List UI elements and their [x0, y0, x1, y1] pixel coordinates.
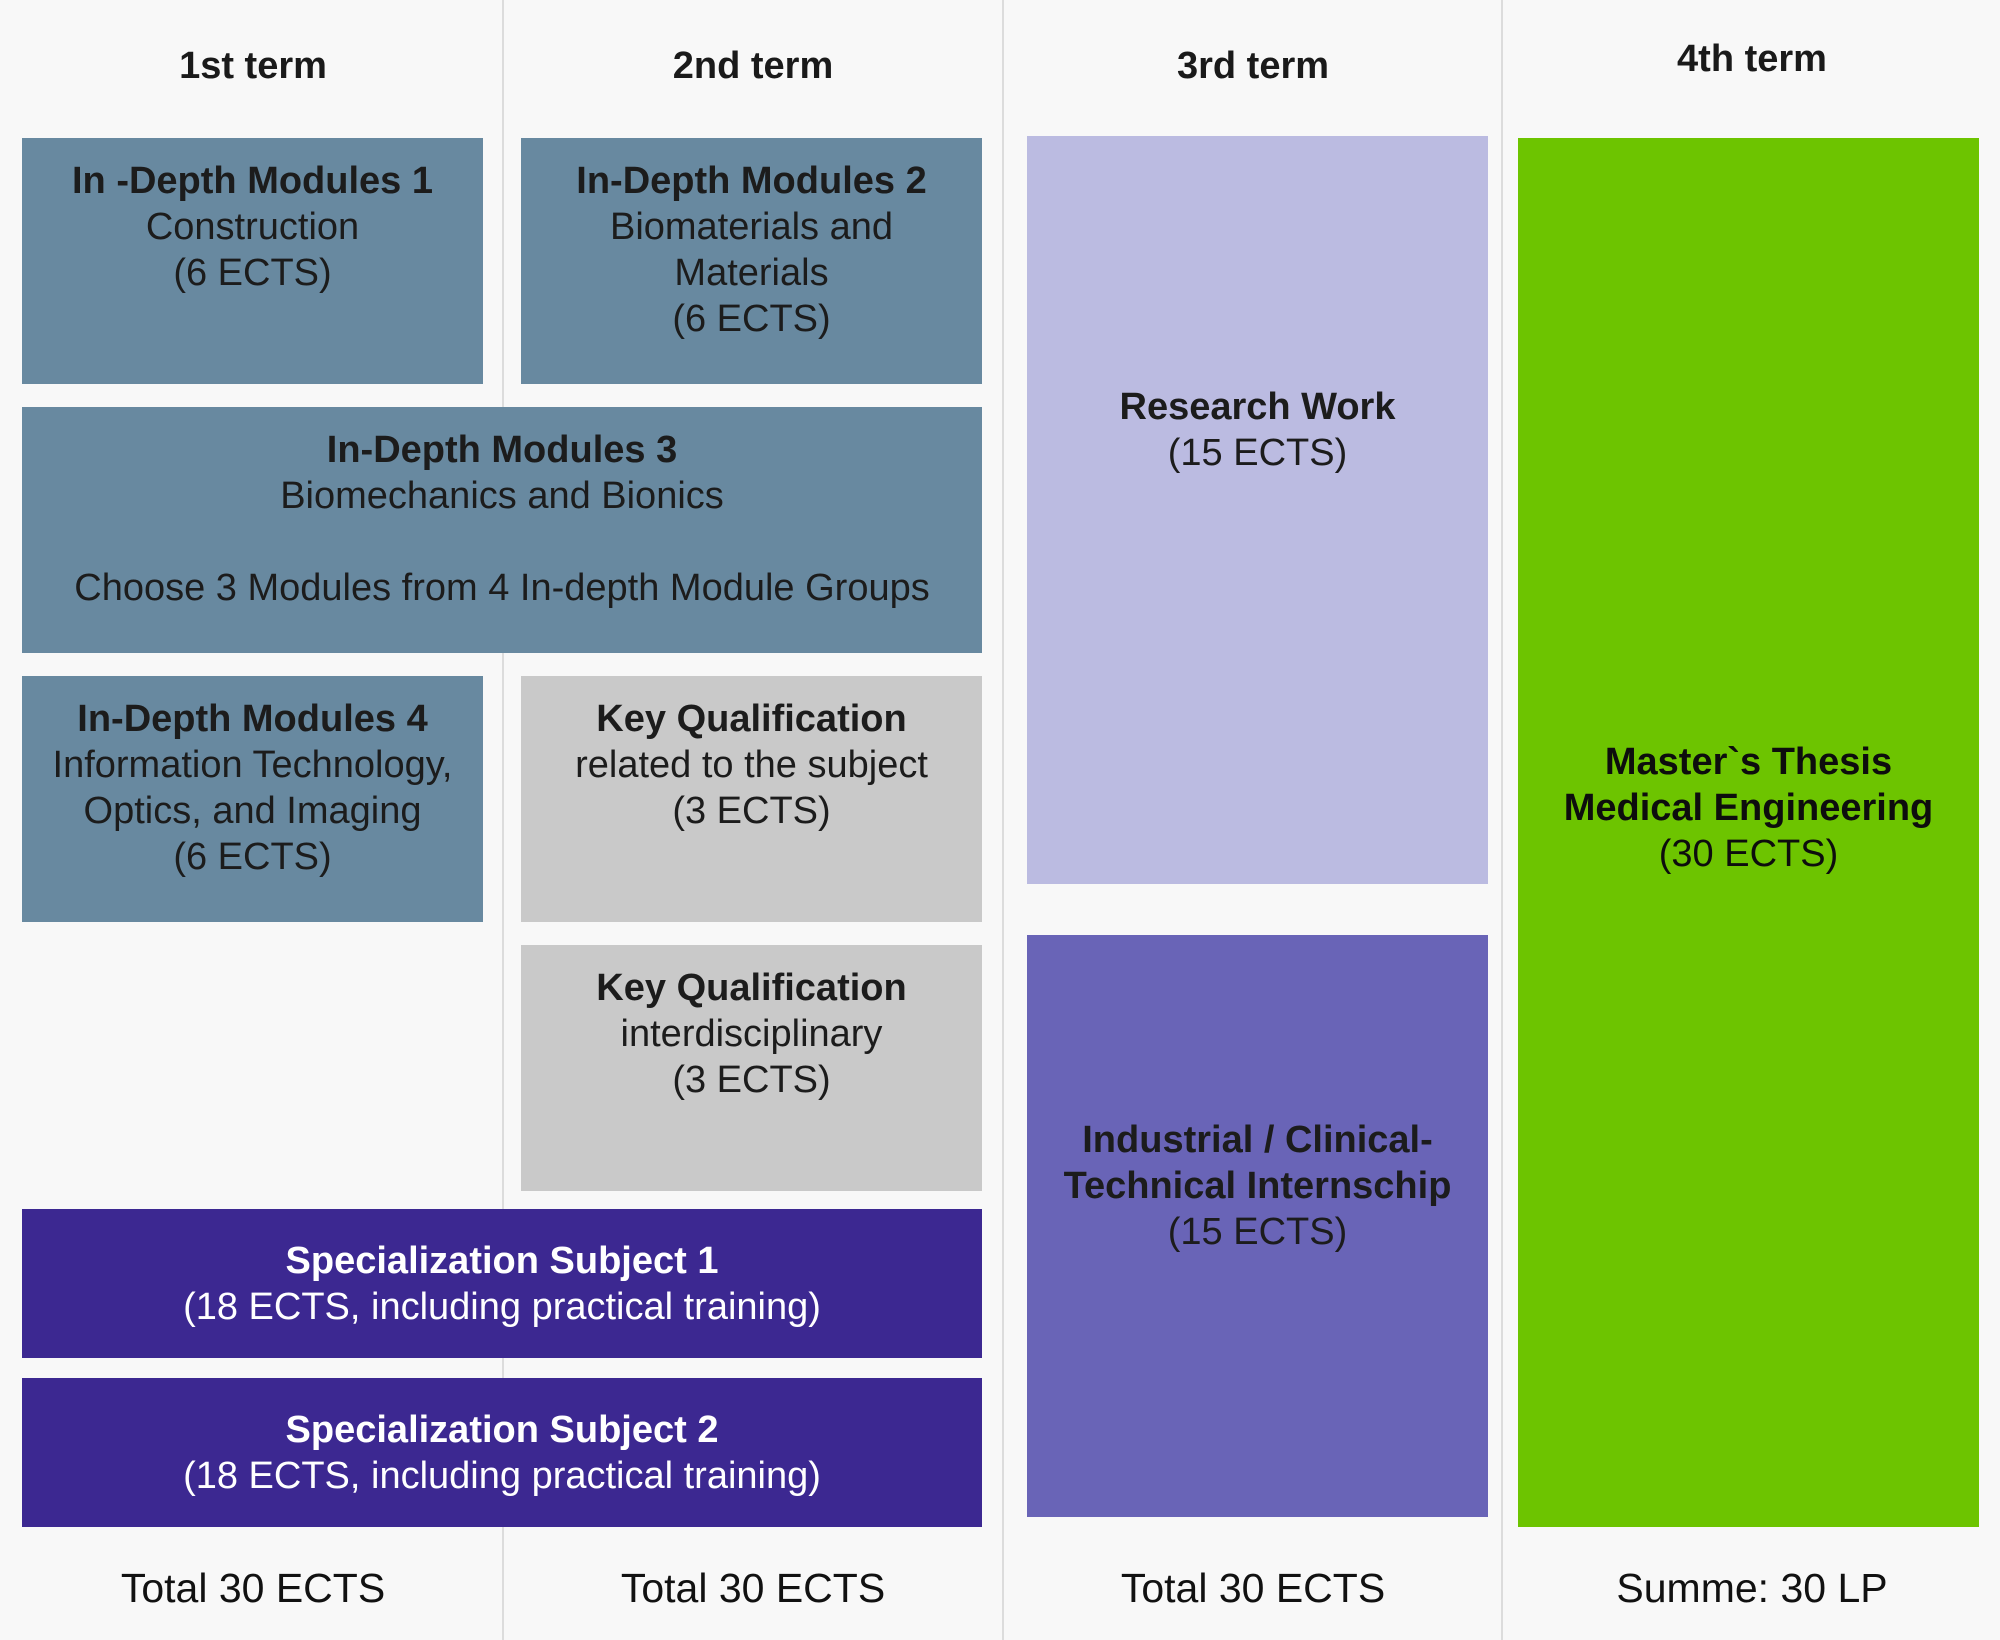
block-credits: (3 ECTS)	[672, 1059, 831, 1101]
column-divider	[502, 0, 504, 1640]
block-title: Research Work	[1119, 386, 1396, 428]
block-title: Technical Internschip	[1063, 1165, 1452, 1207]
block-subtitle: Materials	[674, 252, 829, 294]
block-credits: (15 ECTS)	[1167, 1211, 1348, 1253]
term-header-3: 3rd term	[1176, 45, 1330, 87]
in-depth-modules-2-block: In-Depth Modules 2 Biomaterials and Mate…	[521, 138, 982, 384]
block-subtitle: related to the subject	[575, 744, 928, 786]
block-credits: (30 ECTS)	[1658, 832, 1839, 875]
block-title: Medical Engineering	[1563, 786, 1934, 829]
internship-block: Industrial / Clinical- Technical Interns…	[1027, 935, 1488, 1517]
block-title: Industrial / Clinical-	[1082, 1119, 1433, 1161]
block-note: Choose 3 Modules from 4 In-depth Module …	[74, 567, 930, 609]
column-divider	[1002, 0, 1004, 1640]
block-credits: (3 ECTS)	[672, 790, 831, 832]
block-title: Master`s Thesis	[1604, 740, 1893, 783]
block-title: In-Depth Modules 3	[326, 429, 678, 471]
in-depth-modules-3-block: In-Depth Modules 3 Biomechanics and Bion…	[22, 407, 982, 653]
term-total-3: Total 30 ECTS	[1120, 1565, 1386, 1611]
block-subtitle: Biomechanics and Bionics	[280, 475, 724, 517]
block-subtitle: interdisciplinary	[620, 1013, 883, 1055]
key-qualification-subject-block: Key Qualification related to the subject…	[521, 676, 982, 922]
block-title: In-Depth Modules 2	[576, 160, 927, 202]
masters-thesis-block: Master`s Thesis Medical Engineering (30 …	[1518, 138, 1979, 1527]
in-depth-modules-4-block: In-Depth Modules 4 Information Technolog…	[22, 676, 483, 922]
block-credits: (18 ECTS, including practical training)	[183, 1454, 821, 1497]
specialization-subject-2-block: Specialization Subject 2 (18 ECTS, inclu…	[22, 1378, 982, 1527]
term-header-4: 4th term	[1677, 38, 1827, 80]
term-total-2: Total 30 ECTS	[620, 1565, 886, 1611]
block-credits: (6 ECTS)	[173, 252, 332, 294]
specialization-subject-1-block: Specialization Subject 1 (18 ECTS, inclu…	[22, 1209, 982, 1358]
block-title: In -Depth Modules 1	[72, 160, 433, 202]
in-depth-modules-1-block: In -Depth Modules 1 Construction (6 ECTS…	[22, 138, 483, 384]
block-subtitle: Biomaterials and	[609, 206, 894, 248]
block-title: Specialization Subject 2	[285, 1408, 719, 1451]
column-divider	[1501, 0, 1503, 1640]
block-subtitle: Construction	[145, 206, 360, 248]
term-header-2: 2nd term	[672, 45, 834, 87]
block-title: Key Qualification	[596, 698, 907, 740]
block-credits: (6 ECTS)	[173, 836, 332, 878]
block-subtitle: Optics, and Imaging	[83, 790, 422, 832]
block-title: In-Depth Modules 4	[77, 698, 428, 740]
research-work-block: Research Work (15 ECTS)	[1027, 136, 1488, 884]
key-qualification-interdisciplinary-block: Key Qualification interdisciplinary (3 E…	[521, 945, 982, 1191]
term-total-1: Total 30 ECTS	[120, 1565, 386, 1611]
term-total-4: Summe: 30 LP	[1616, 1565, 1888, 1611]
term-header-1: 1st term	[179, 45, 327, 87]
block-credits: (18 ECTS, including practical training)	[183, 1285, 821, 1328]
block-title: Specialization Subject 1	[285, 1239, 719, 1282]
block-credits: (6 ECTS)	[672, 298, 831, 340]
block-credits: (15 ECTS)	[1167, 432, 1348, 474]
block-subtitle: Information Technology,	[52, 744, 453, 786]
block-title: Key Qualification	[596, 967, 907, 1009]
